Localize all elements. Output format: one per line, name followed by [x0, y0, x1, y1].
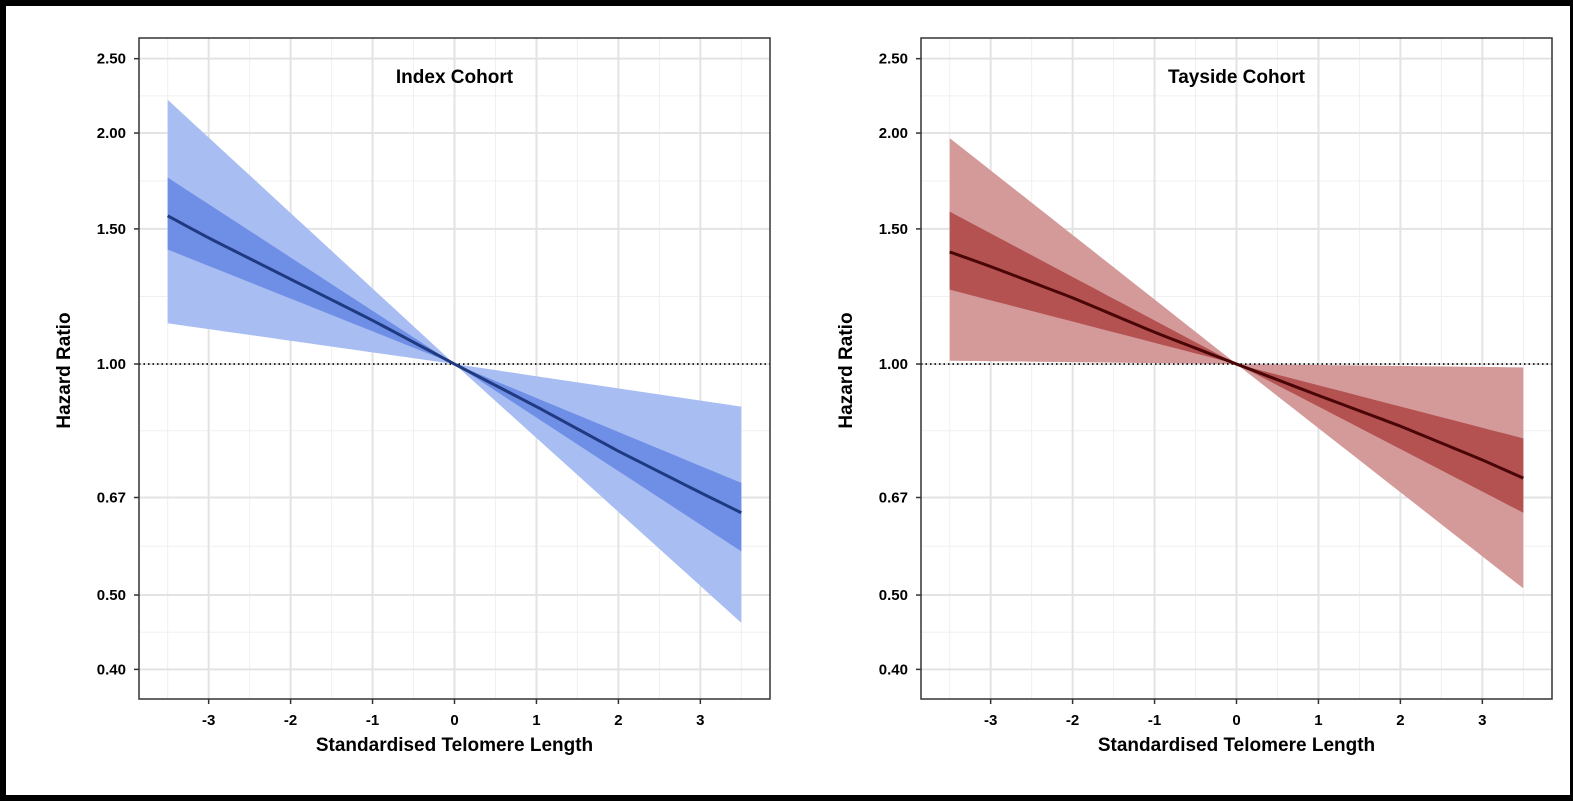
y-tick-label: 2.50	[879, 51, 908, 68]
y-tick-label: 1.00	[97, 356, 126, 373]
y-tick-label: 2.00	[97, 125, 126, 142]
x-tick-label: 3	[696, 712, 704, 729]
outer-confidence-band	[949, 138, 1524, 589]
chart-panel-2: -3 -2 -1 0 1 2 3 0.40 0.50 0.67 1.00 1.50 2.00 2.50 Ta…	[836, 37, 1553, 756]
y-tick-label: 2.50	[97, 51, 126, 68]
x-tick-label: 1	[532, 712, 540, 729]
x-tick-label: -1	[366, 712, 379, 729]
hazard-ratio-line	[166, 214, 742, 515]
y-tick-label: 2.00	[879, 125, 908, 142]
x-tick-label: -2	[284, 712, 297, 729]
x-tick-label: 2	[1396, 712, 1404, 729]
y-axis-title: Hazard Ratio	[54, 312, 75, 428]
y-tick-label: 0.67	[879, 489, 908, 506]
panel-title: Index Cohort	[396, 67, 514, 88]
outer-confidence-band	[167, 99, 742, 623]
y-axis-title: Hazard Ratio	[836, 312, 857, 428]
y-tick-label: 1.50	[879, 221, 908, 238]
x-axis-title: Standardised Telomere Length	[316, 735, 593, 756]
chart-panel-1: -3 -2 -1 0 1 2 3 0.40 0.50 0.67 1.00 1.50 2.00 2.50 In…	[54, 37, 771, 756]
x-tick-label: -1	[1148, 712, 1161, 729]
x-tick-label: 0	[450, 712, 458, 729]
y-tick-label: 0.50	[879, 587, 908, 604]
x-tick-label: 3	[1478, 712, 1486, 729]
x-tick-label: -3	[202, 712, 215, 729]
x-axis-title: Standardised Telomere Length	[1098, 735, 1375, 756]
panel-title: Tayside Cohort	[1168, 67, 1306, 88]
y-tick-label: 0.40	[97, 661, 126, 678]
y-tick-label: 0.67	[97, 489, 126, 506]
hazard-ratio-line	[949, 250, 1524, 480]
inner-confidence-band	[949, 211, 1524, 513]
x-tick-label: 0	[1232, 712, 1240, 729]
x-tick-label: 2	[614, 712, 622, 729]
y-tick-label: 1.50	[97, 221, 126, 238]
x-tick-label: 1	[1314, 712, 1322, 729]
x-tick-label: -2	[1066, 712, 1079, 729]
y-tick-label: 0.50	[97, 587, 126, 604]
y-tick-label: 0.40	[879, 661, 908, 678]
x-tick-label: -3	[984, 712, 997, 729]
inner-confidence-band	[167, 177, 742, 552]
y-tick-label: 1.00	[879, 356, 908, 373]
